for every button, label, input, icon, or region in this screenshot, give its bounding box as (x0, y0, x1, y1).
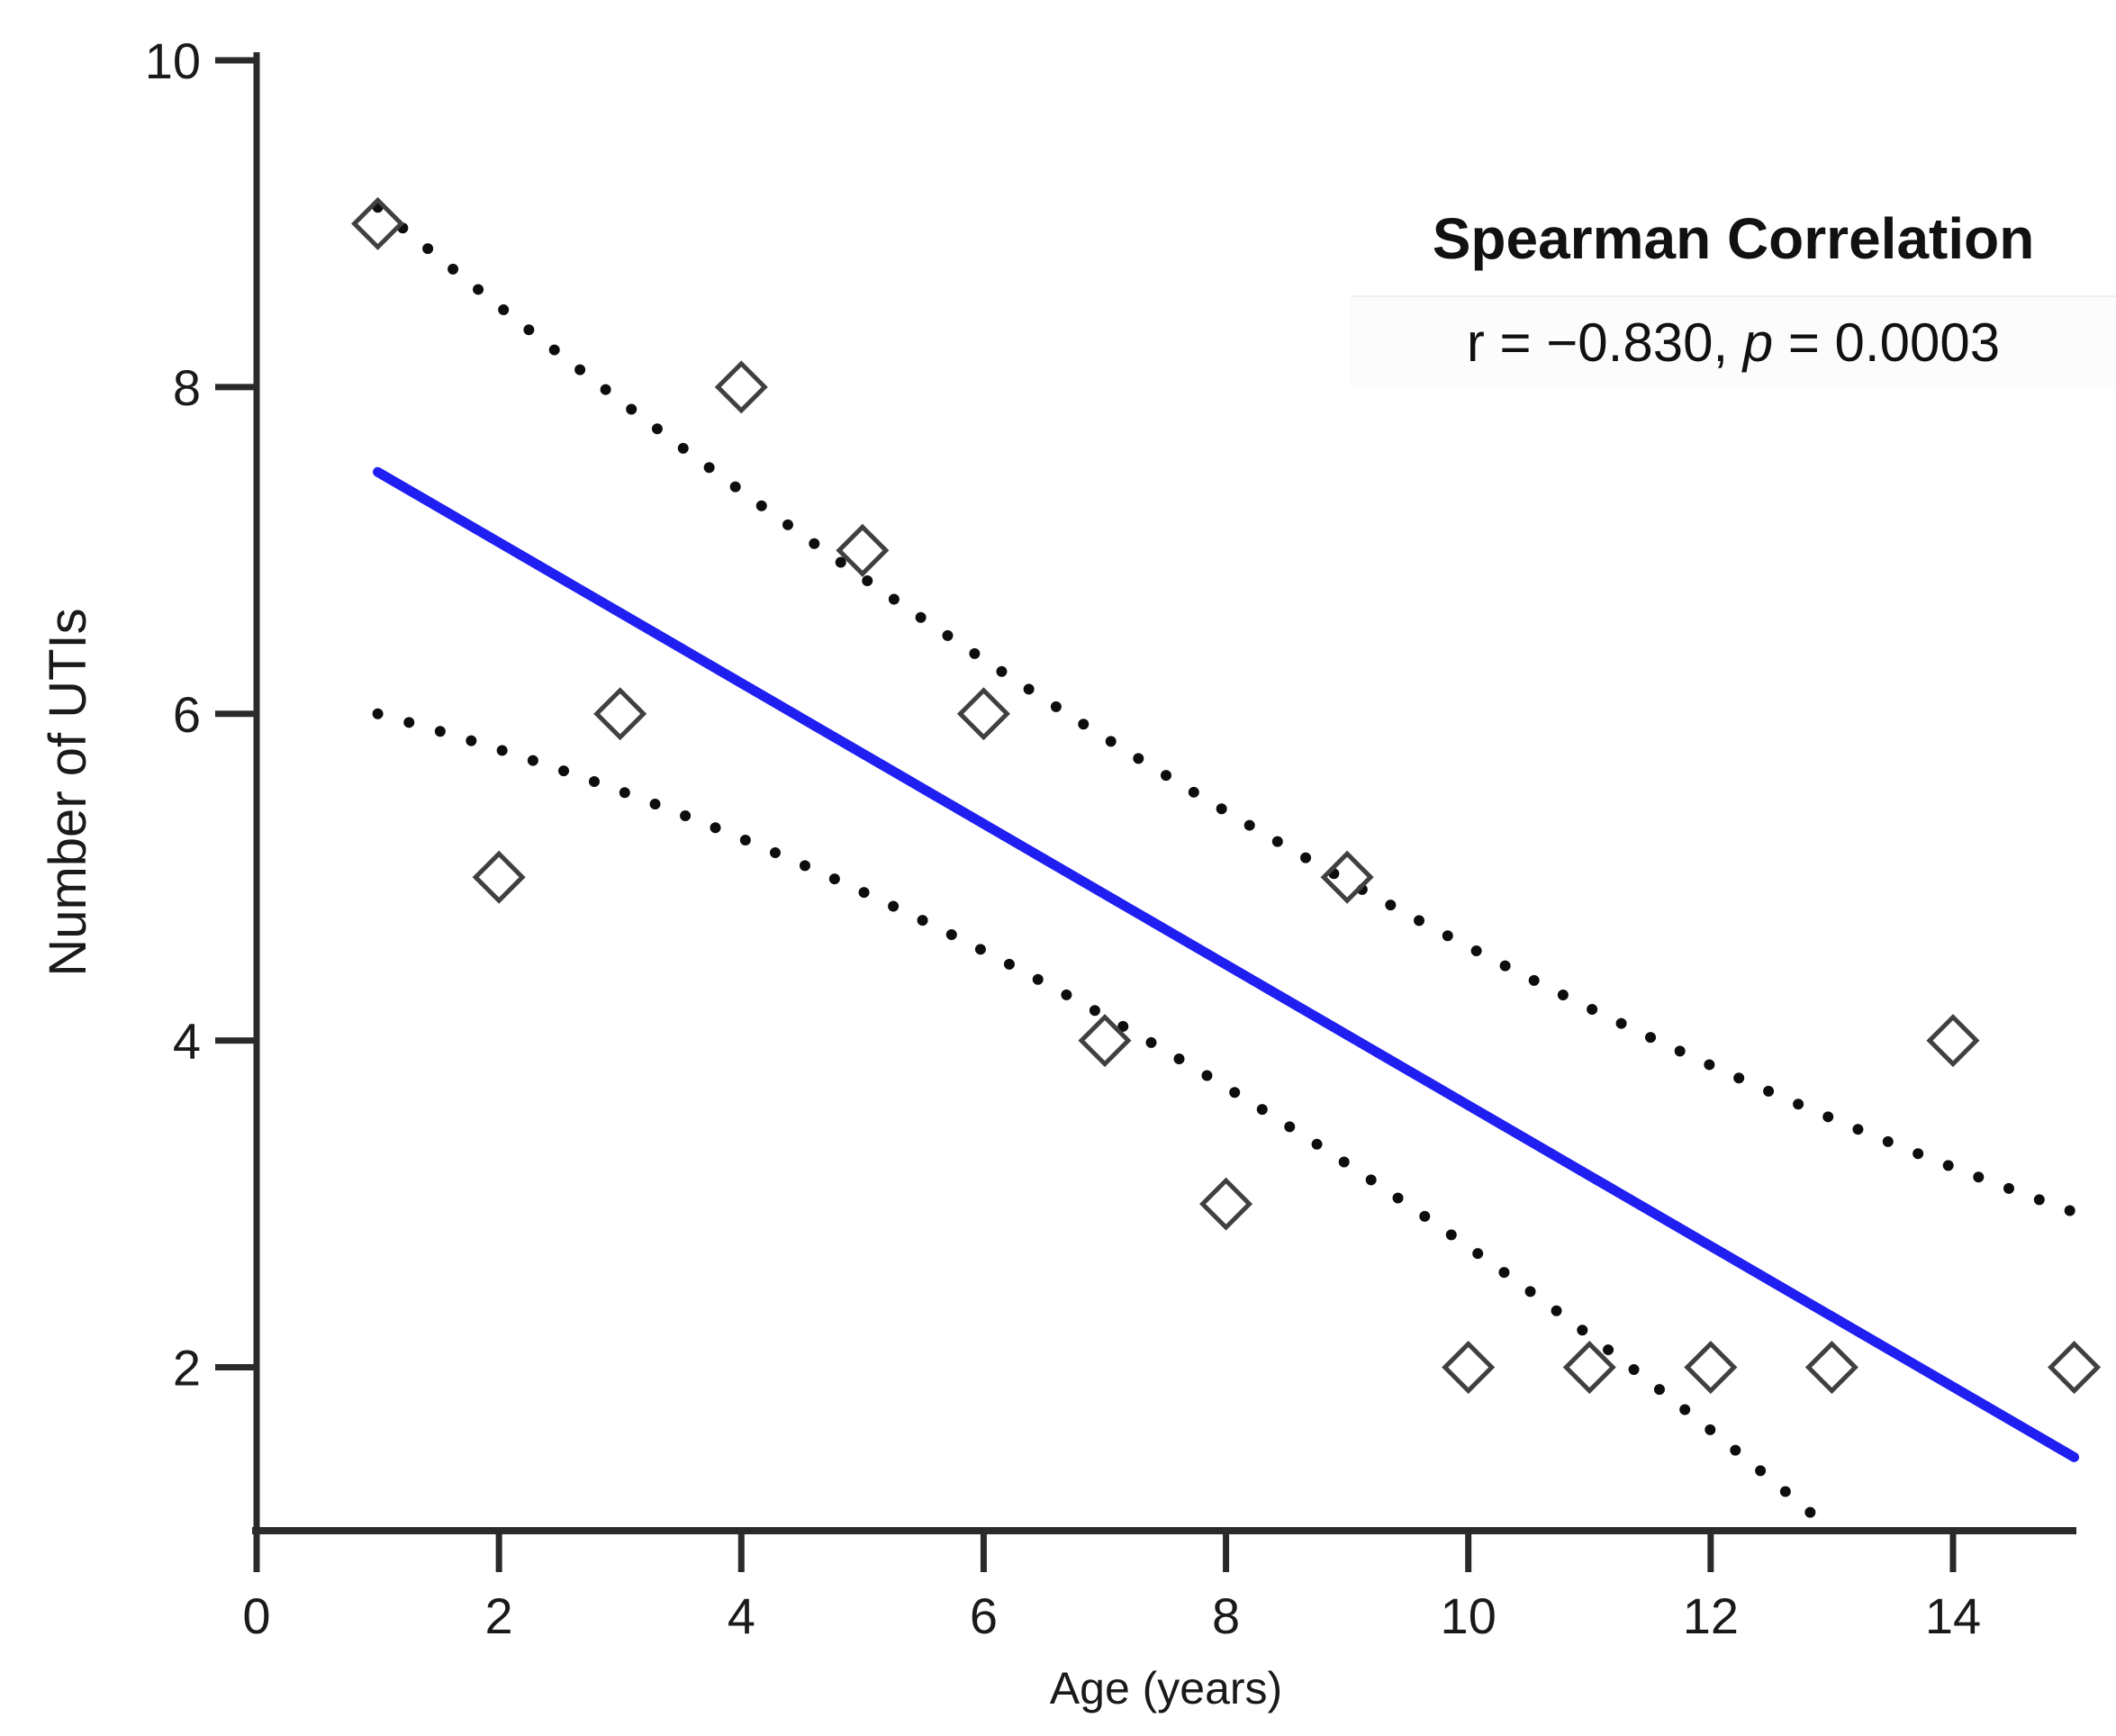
x-tick-label: 2 (485, 1587, 513, 1644)
correlation-p-symbol: p (1742, 312, 1774, 373)
data-point-diamond (2048, 1341, 2102, 1395)
correlation-r-value: r = −0.830, (1466, 312, 1743, 373)
data-point-diamond (472, 850, 526, 904)
data-point-diamond (1320, 850, 1374, 904)
data-point-diamond (351, 196, 405, 250)
data-point-diamond (1926, 1014, 1980, 1068)
x-tick-label: 4 (728, 1587, 755, 1644)
y-axis-label: Number of UTIs (39, 608, 97, 976)
y-tick-label: 4 (173, 1013, 201, 1070)
correlation-p-value: = 0.0003 (1773, 312, 2001, 373)
data-point-diamond (1078, 1014, 1132, 1068)
data-point-diamond (1684, 1341, 1738, 1395)
data-point-diamond (1442, 1341, 1496, 1395)
data-point-diamond (593, 687, 647, 741)
x-tick-label: 10 (1441, 1587, 1497, 1644)
x-tick-label: 8 (1212, 1587, 1240, 1644)
correlation-annotation: Spearman Correlation r = −0.830, p = 0.0… (1351, 205, 2116, 390)
y-tick-label: 6 (173, 686, 201, 743)
correlation-title: Spearman Correlation (1432, 206, 2035, 271)
data-point-diamond (1199, 1177, 1253, 1231)
data-point-diamond (836, 523, 890, 577)
regression-line (373, 466, 2080, 1462)
data-point-diamond (1804, 1341, 1858, 1395)
x-tick-label: 14 (1925, 1587, 1981, 1644)
x-axis-label: Age (years) (1050, 1663, 1282, 1713)
x-tick-label: 0 (242, 1587, 270, 1644)
y-tick-label: 2 (173, 1340, 201, 1397)
ci-lower-dotted-line (372, 708, 1838, 1536)
y-tick-label: 10 (145, 32, 201, 89)
x-tick-label: 6 (970, 1587, 998, 1644)
x-tick-label: 12 (1683, 1587, 1739, 1644)
data-point-diamond (714, 360, 768, 414)
correlation-stats-band: r = −0.830, p = 0.0003 (1351, 295, 2116, 390)
data-point-diamond (956, 687, 1010, 741)
y-tick-label: 8 (173, 359, 201, 416)
data-point-diamond (1562, 1341, 1616, 1395)
ci-upper-dotted-line (372, 202, 2080, 1218)
